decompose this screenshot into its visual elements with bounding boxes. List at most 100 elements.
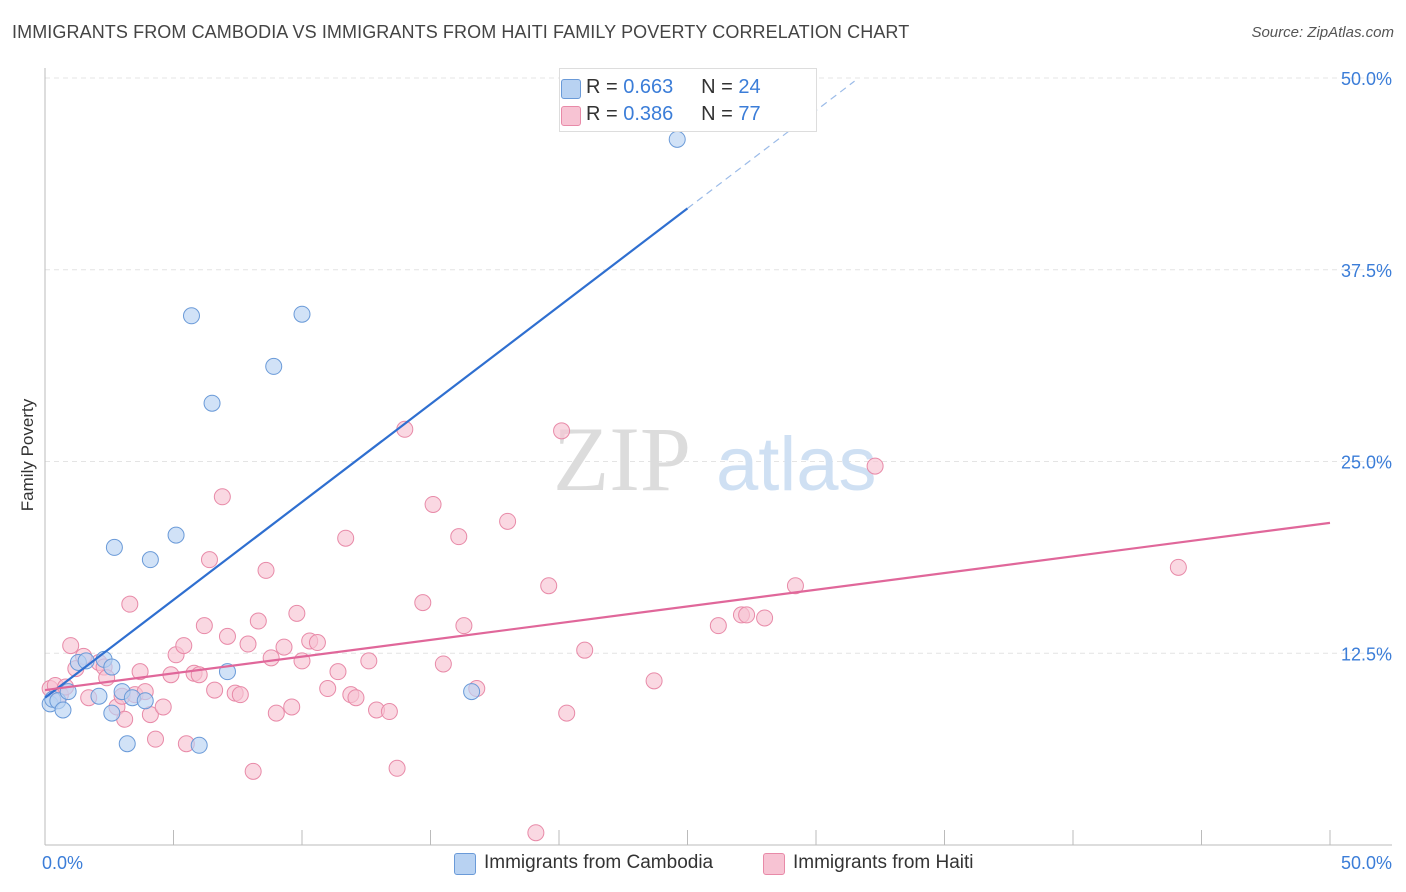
- legend-r-value: 0.386: [623, 103, 674, 125]
- haiti-point: [262, 649, 280, 667]
- haiti-point: [249, 612, 267, 630]
- legend-item-haiti[interactable]: Immigrants from Haiti: [763, 852, 974, 875]
- legend-r-label: R =: [586, 103, 618, 125]
- cambodia-point: [293, 305, 311, 323]
- correlation-legend: R = 0.663 N = 24 R = 0.386 N = 77: [559, 68, 817, 132]
- haiti-point: [553, 422, 571, 440]
- haiti-point: [154, 698, 172, 716]
- haiti-point: [62, 637, 80, 655]
- haiti-point: [244, 762, 262, 780]
- haiti-point: [388, 759, 406, 777]
- legend-n-label: N =: [701, 76, 733, 98]
- legend-n-value: 24: [738, 76, 761, 98]
- trend-layer: [44, 80, 1331, 699]
- y-tick-label: 50.0%: [1341, 69, 1392, 89]
- y-tick-label: 25.0%: [1341, 453, 1392, 473]
- x-tick-label: 0.0%: [42, 853, 83, 873]
- axes-layer: [44, 68, 1392, 846]
- haiti-point: [450, 528, 468, 546]
- legend-label-haiti: Immigrants from Haiti: [793, 852, 974, 873]
- legend-swatch-haiti: [561, 106, 581, 126]
- haiti-point: [576, 641, 594, 659]
- haiti-point: [499, 512, 517, 530]
- cambodia-point: [190, 736, 208, 754]
- cambodia-point: [118, 735, 136, 753]
- legend-label-cambodia: Immigrants from Cambodia: [484, 852, 714, 873]
- cambodia-point: [103, 704, 121, 722]
- haiti-point: [319, 680, 337, 698]
- haiti-point: [540, 577, 558, 595]
- haiti-point: [200, 551, 218, 569]
- haiti-point: [175, 637, 193, 655]
- haiti-point: [455, 617, 473, 635]
- source-label: Source: ZipAtlas.com: [1251, 24, 1394, 41]
- haiti-point: [756, 609, 774, 627]
- haiti-point: [738, 606, 756, 624]
- legend-n-label: N =: [701, 103, 733, 125]
- tick-label-layer: 12.5% 25.0% 37.5% 50.0% 0.0% 50.0%: [42, 69, 1392, 873]
- cambodia-trend-line: [44, 207, 689, 699]
- cambodia-point: [668, 130, 686, 148]
- haiti-point: [866, 457, 884, 475]
- legend-swatch-cambodia: [561, 79, 581, 99]
- legend-r-label: R =: [586, 76, 618, 98]
- haiti-point: [645, 672, 663, 690]
- cambodia-trend-extension: [687, 80, 855, 209]
- y-tick-label: 12.5%: [1341, 644, 1392, 664]
- haiti-point: [206, 681, 224, 699]
- legend-row-haiti: R = 0.386 N = 77: [561, 103, 761, 126]
- haiti-point: [195, 617, 213, 635]
- cambodia-point: [54, 701, 72, 719]
- haiti-point: [239, 635, 257, 653]
- watermark: ZIP atlas: [553, 408, 877, 510]
- haiti-point: [709, 617, 727, 635]
- haiti-point: [257, 561, 275, 579]
- haiti-point: [131, 663, 149, 681]
- haiti-point: [414, 594, 432, 612]
- x-tick-label: 50.0%: [1341, 853, 1392, 873]
- cambodia-point: [136, 692, 154, 710]
- series-legend: Immigrants from Cambodia Immigrants from…: [0, 852, 1406, 878]
- haiti-point: [434, 655, 452, 673]
- haiti-point: [786, 577, 804, 595]
- points-layer: [41, 130, 1187, 842]
- haiti-point: [121, 595, 139, 613]
- legend-row-cambodia: R = 0.663 N = 24: [561, 76, 761, 99]
- haiti-point: [380, 703, 398, 721]
- cambodia-point: [90, 687, 108, 705]
- haiti-point: [213, 488, 231, 506]
- haiti-point: [218, 627, 236, 645]
- haiti-trend-line: [44, 521, 1331, 692]
- haiti-point: [360, 652, 378, 670]
- haiti-point: [329, 663, 347, 681]
- cambodia-point: [203, 394, 221, 412]
- cambodia-point: [103, 658, 121, 676]
- legend-n-value: 77: [738, 103, 761, 125]
- haiti-point: [283, 698, 301, 716]
- legend-swatch-cambodia: [454, 853, 476, 875]
- haiti-point: [275, 638, 293, 656]
- haiti-point: [231, 686, 249, 704]
- cambodia-point: [141, 551, 159, 569]
- haiti-point: [424, 495, 442, 513]
- grid-layer: [45, 77, 1392, 654]
- legend-swatch-haiti: [763, 853, 785, 875]
- haiti-point: [558, 704, 576, 722]
- haiti-point: [347, 689, 365, 707]
- legend-item-cambodia[interactable]: Immigrants from Cambodia: [454, 852, 714, 875]
- cambodia-point: [182, 307, 200, 325]
- watermark-zip: ZIP: [553, 408, 691, 510]
- haiti-point: [527, 824, 545, 842]
- watermark-atlas: atlas: [716, 422, 877, 507]
- cambodia-point: [463, 683, 481, 701]
- y-tick-label: 37.5%: [1341, 261, 1392, 281]
- cambodia-point: [167, 526, 185, 544]
- chart-title: IMMIGRANTS FROM CAMBODIA VS IMMIGRANTS F…: [12, 22, 910, 42]
- haiti-point: [147, 730, 165, 748]
- haiti-point: [337, 529, 355, 547]
- legend-r-value: 0.663: [623, 76, 674, 98]
- cambodia-point: [265, 357, 283, 375]
- haiti-point: [288, 604, 306, 622]
- haiti-point: [267, 704, 285, 722]
